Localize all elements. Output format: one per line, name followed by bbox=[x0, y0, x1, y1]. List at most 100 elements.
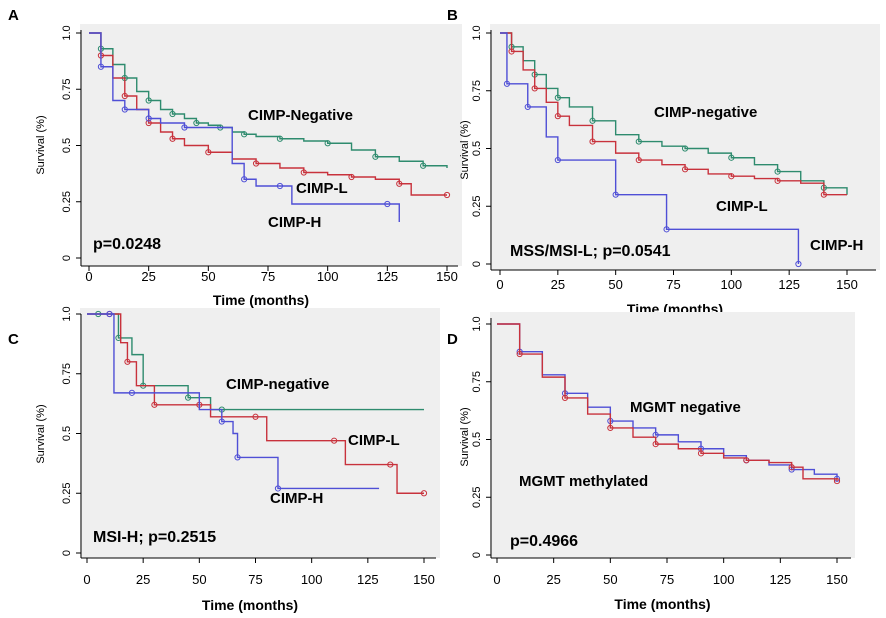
censor-marker bbox=[420, 162, 427, 169]
plot-background bbox=[80, 24, 462, 266]
censor-marker bbox=[743, 457, 750, 464]
panel-letter: B bbox=[447, 7, 458, 24]
panel-c: C 0 25 50 75 100 125 150 0 0.25 0.5 0.75 1.0 Time (mo… bbox=[8, 306, 440, 613]
censor-marker bbox=[128, 389, 136, 396]
p-value-label: MSS/MSI-L; p=0.0541 bbox=[510, 243, 671, 260]
x-tick-label: 75 bbox=[666, 277, 680, 292]
x-tick-label: 150 bbox=[836, 277, 858, 292]
curve-label: CIMP-L bbox=[716, 198, 768, 215]
curve-label: CIMP-L bbox=[348, 432, 400, 449]
y-tick-label: 1.0 bbox=[61, 25, 73, 40]
y-axis-title: Survival (%) bbox=[459, 407, 471, 466]
censor-marker bbox=[121, 106, 128, 113]
censor-marker bbox=[396, 180, 403, 187]
censor-marker bbox=[589, 138, 596, 145]
series-line-cimp-l bbox=[87, 313, 424, 494]
x-tick-label: 75 bbox=[261, 269, 275, 284]
y-tick-label: 0 bbox=[61, 255, 73, 261]
x-tick-label: 50 bbox=[603, 572, 617, 587]
censor-marker bbox=[169, 135, 176, 142]
censor-marker bbox=[508, 48, 515, 55]
censor-marker bbox=[663, 226, 670, 233]
x-tick-label: 0 bbox=[83, 572, 90, 587]
censor-marker bbox=[728, 154, 735, 161]
x-tick-label: 125 bbox=[769, 572, 791, 587]
censor-marker bbox=[205, 149, 212, 156]
censor-marker bbox=[612, 191, 619, 198]
y-tick-label: 0.5 bbox=[61, 426, 73, 441]
x-axis-title: Time (months) bbox=[614, 596, 710, 612]
censor-marker bbox=[234, 454, 241, 461]
p-value-label: p=0.0248 bbox=[93, 236, 161, 253]
x-tick-label: 50 bbox=[192, 572, 206, 587]
censor-marker bbox=[516, 350, 523, 358]
censor-marker bbox=[331, 437, 338, 444]
censor-marker bbox=[97, 63, 105, 70]
censor-marker bbox=[348, 173, 355, 181]
censor-marker bbox=[820, 191, 827, 198]
censor-marker bbox=[145, 97, 152, 104]
y-axis-title: Survival (%) bbox=[35, 404, 47, 463]
y-tick-label: 0.25 bbox=[471, 196, 483, 217]
y-axis-title: Survival (%) bbox=[35, 115, 47, 174]
censor-marker bbox=[124, 358, 131, 365]
censor-marker bbox=[589, 117, 596, 124]
x-tick-label: 75 bbox=[660, 572, 674, 587]
x-tick-label: 100 bbox=[720, 277, 742, 292]
censor-marker bbox=[420, 490, 428, 497]
x-tick-label: 125 bbox=[376, 269, 398, 284]
y-tick-label: 0.25 bbox=[61, 483, 73, 504]
y-tick-label: 0 bbox=[61, 550, 73, 556]
x-tick-label: 150 bbox=[436, 269, 458, 284]
censor-marker bbox=[795, 260, 802, 268]
y-tick-label: 1.0 bbox=[471, 316, 483, 331]
x-tick-label: 25 bbox=[551, 277, 565, 292]
y-tick-label: 0.25 bbox=[471, 487, 483, 508]
x-tick-label: 100 bbox=[301, 572, 323, 587]
y-tick-label: 0.75 bbox=[471, 371, 483, 392]
y-tick-label: 0.25 bbox=[61, 191, 73, 212]
curve-label: CIMP-H bbox=[810, 237, 863, 254]
censor-marker bbox=[443, 191, 451, 199]
censor-marker bbox=[276, 182, 284, 190]
censor-marker bbox=[384, 200, 391, 208]
censor-marker bbox=[531, 85, 538, 92]
curve-label: CIMP-Negative bbox=[248, 107, 353, 124]
censor-marker bbox=[181, 124, 188, 131]
censor-marker bbox=[635, 138, 642, 145]
curve-label: CIMP-H bbox=[268, 214, 321, 231]
y-tick-label: 1.0 bbox=[471, 25, 483, 40]
censor-marker bbox=[524, 103, 531, 111]
y-axis-title: Survival (%) bbox=[459, 120, 471, 179]
y-tick-label: 0.75 bbox=[61, 79, 73, 100]
censor-marker bbox=[241, 131, 248, 138]
plot-background bbox=[80, 308, 440, 558]
censor-marker bbox=[324, 140, 331, 147]
censor-marker bbox=[387, 461, 394, 468]
censor-marker bbox=[554, 94, 561, 101]
x-axis-title: Time (months) bbox=[213, 292, 309, 308]
curve-label: CIMP-negative bbox=[226, 376, 329, 393]
panel-a: A 0 25 50 75 100 125 150 0 0.25 0.5 0.75 1.0 Time (mo… bbox=[8, 7, 462, 308]
y-tick-label: 0.75 bbox=[61, 363, 73, 384]
x-tick-label: 50 bbox=[201, 269, 215, 284]
censor-marker bbox=[145, 119, 152, 127]
x-tick-label: 75 bbox=[248, 572, 262, 587]
censor-marker bbox=[833, 477, 841, 485]
censor-marker bbox=[774, 168, 781, 175]
censor-marker bbox=[554, 156, 561, 164]
x-tick-label: 0 bbox=[85, 269, 92, 284]
censor-marker bbox=[503, 80, 511, 87]
x-tick-label: 25 bbox=[546, 572, 560, 587]
censor-marker bbox=[241, 176, 248, 183]
x-tick-label: 0 bbox=[493, 572, 500, 587]
censor-marker bbox=[106, 310, 113, 318]
censor-marker bbox=[193, 119, 200, 127]
y-tick-label: 0.5 bbox=[471, 141, 483, 156]
p-value-label: MSI-H; p=0.2515 bbox=[93, 529, 216, 546]
censor-marker bbox=[372, 153, 379, 160]
x-tick-label: 25 bbox=[141, 269, 155, 284]
censor-marker bbox=[635, 156, 642, 164]
curve-label: MGMT negative bbox=[630, 399, 741, 416]
